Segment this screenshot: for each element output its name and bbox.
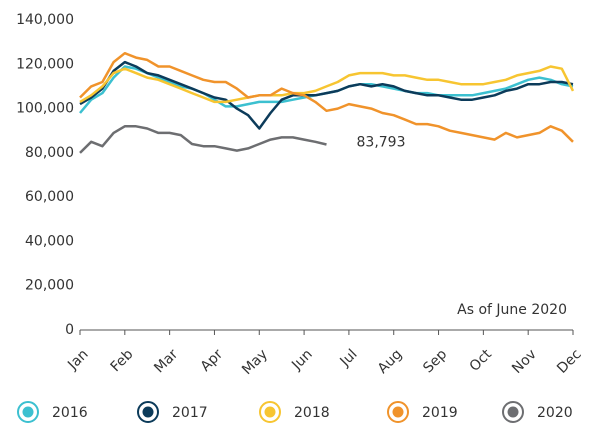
y-tick-label: 120,000 bbox=[16, 56, 74, 72]
legend-dot bbox=[264, 406, 276, 418]
legend-label: 2018 bbox=[294, 405, 330, 421]
series-line bbox=[79, 60, 574, 130]
y-tick-label: 60,000 bbox=[25, 189, 74, 205]
x-tick-label: Jan bbox=[64, 346, 91, 373]
x-tick-label: Mar bbox=[151, 346, 181, 376]
x-tick-label: May bbox=[239, 346, 271, 378]
legend-dot bbox=[22, 406, 34, 418]
series-line bbox=[79, 125, 327, 154]
value-label: 83,793 bbox=[357, 134, 406, 150]
legend-dot bbox=[392, 406, 404, 418]
series-line bbox=[79, 65, 575, 104]
x-tick-label: Jul bbox=[337, 346, 361, 370]
legend-dot bbox=[507, 406, 519, 418]
y-tick-label: 100,000 bbox=[16, 101, 74, 117]
x-tick-label: Aug bbox=[375, 346, 406, 377]
x-tick-label: Jun bbox=[288, 346, 315, 373]
y-tick-label: 20,000 bbox=[25, 278, 74, 294]
x-tick-label: Dec bbox=[554, 346, 584, 376]
annotation: As of June 2020 bbox=[457, 302, 567, 318]
legend-label: 2017 bbox=[172, 405, 208, 421]
y-tick-label: 140,000 bbox=[16, 12, 74, 28]
x-tick-label: Oct bbox=[467, 346, 496, 375]
y-tick-label: 0 bbox=[65, 322, 74, 338]
x-tick-label: Sep bbox=[420, 346, 450, 376]
series-line bbox=[79, 51, 574, 143]
x-tick-label: Apr bbox=[198, 346, 227, 375]
x-tick-label: Nov bbox=[509, 346, 540, 377]
y-tick-label: 40,000 bbox=[25, 233, 74, 249]
x-tick-label: Feb bbox=[108, 346, 137, 375]
y-tick-label: 80,000 bbox=[25, 145, 74, 161]
legend-label: 2016 bbox=[52, 405, 88, 421]
legend-label: 2020 bbox=[537, 405, 573, 421]
legend-dot bbox=[142, 406, 154, 418]
legend-label: 2019 bbox=[422, 405, 458, 421]
